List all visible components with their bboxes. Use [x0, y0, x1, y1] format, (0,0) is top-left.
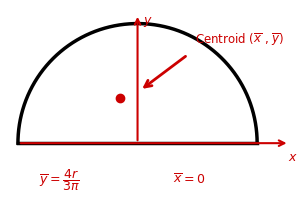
Text: y: y [144, 14, 151, 27]
Text: $\overline{y} = \dfrac{4r}{3\pi}$: $\overline{y} = \dfrac{4r}{3\pi}$ [39, 166, 80, 192]
Text: Centroid ($\overline{x}$ , $\overline{y}$): Centroid ($\overline{x}$ , $\overline{y}… [195, 32, 284, 48]
Text: $\overline{x} = 0$: $\overline{x} = 0$ [173, 172, 206, 186]
Text: x: x [288, 151, 295, 164]
